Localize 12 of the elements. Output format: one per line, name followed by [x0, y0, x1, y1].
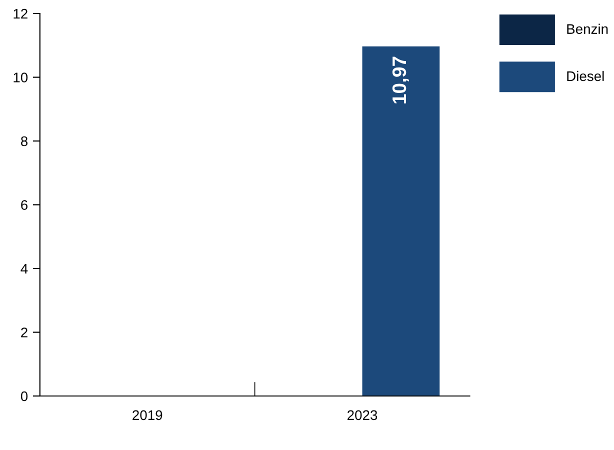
- y-tick-label: 10: [14, 72, 28, 82]
- y-tick-label: 4: [20, 264, 28, 274]
- x-tick-label: 2019: [132, 410, 162, 420]
- y-tick-label: 12: [14, 8, 28, 19]
- x-tick-label: 2023: [348, 410, 378, 420]
- y-tick-label: 0: [20, 391, 28, 402]
- data-label: 10,97: [392, 56, 409, 104]
- y-tick-label: 2: [21, 328, 28, 338]
- y-tick-label: 6: [21, 200, 28, 210]
- legend-label: Diesel: [567, 70, 604, 82]
- legend-label: Benzin: [567, 24, 608, 34]
- y-tick-label: 8: [20, 136, 28, 146]
